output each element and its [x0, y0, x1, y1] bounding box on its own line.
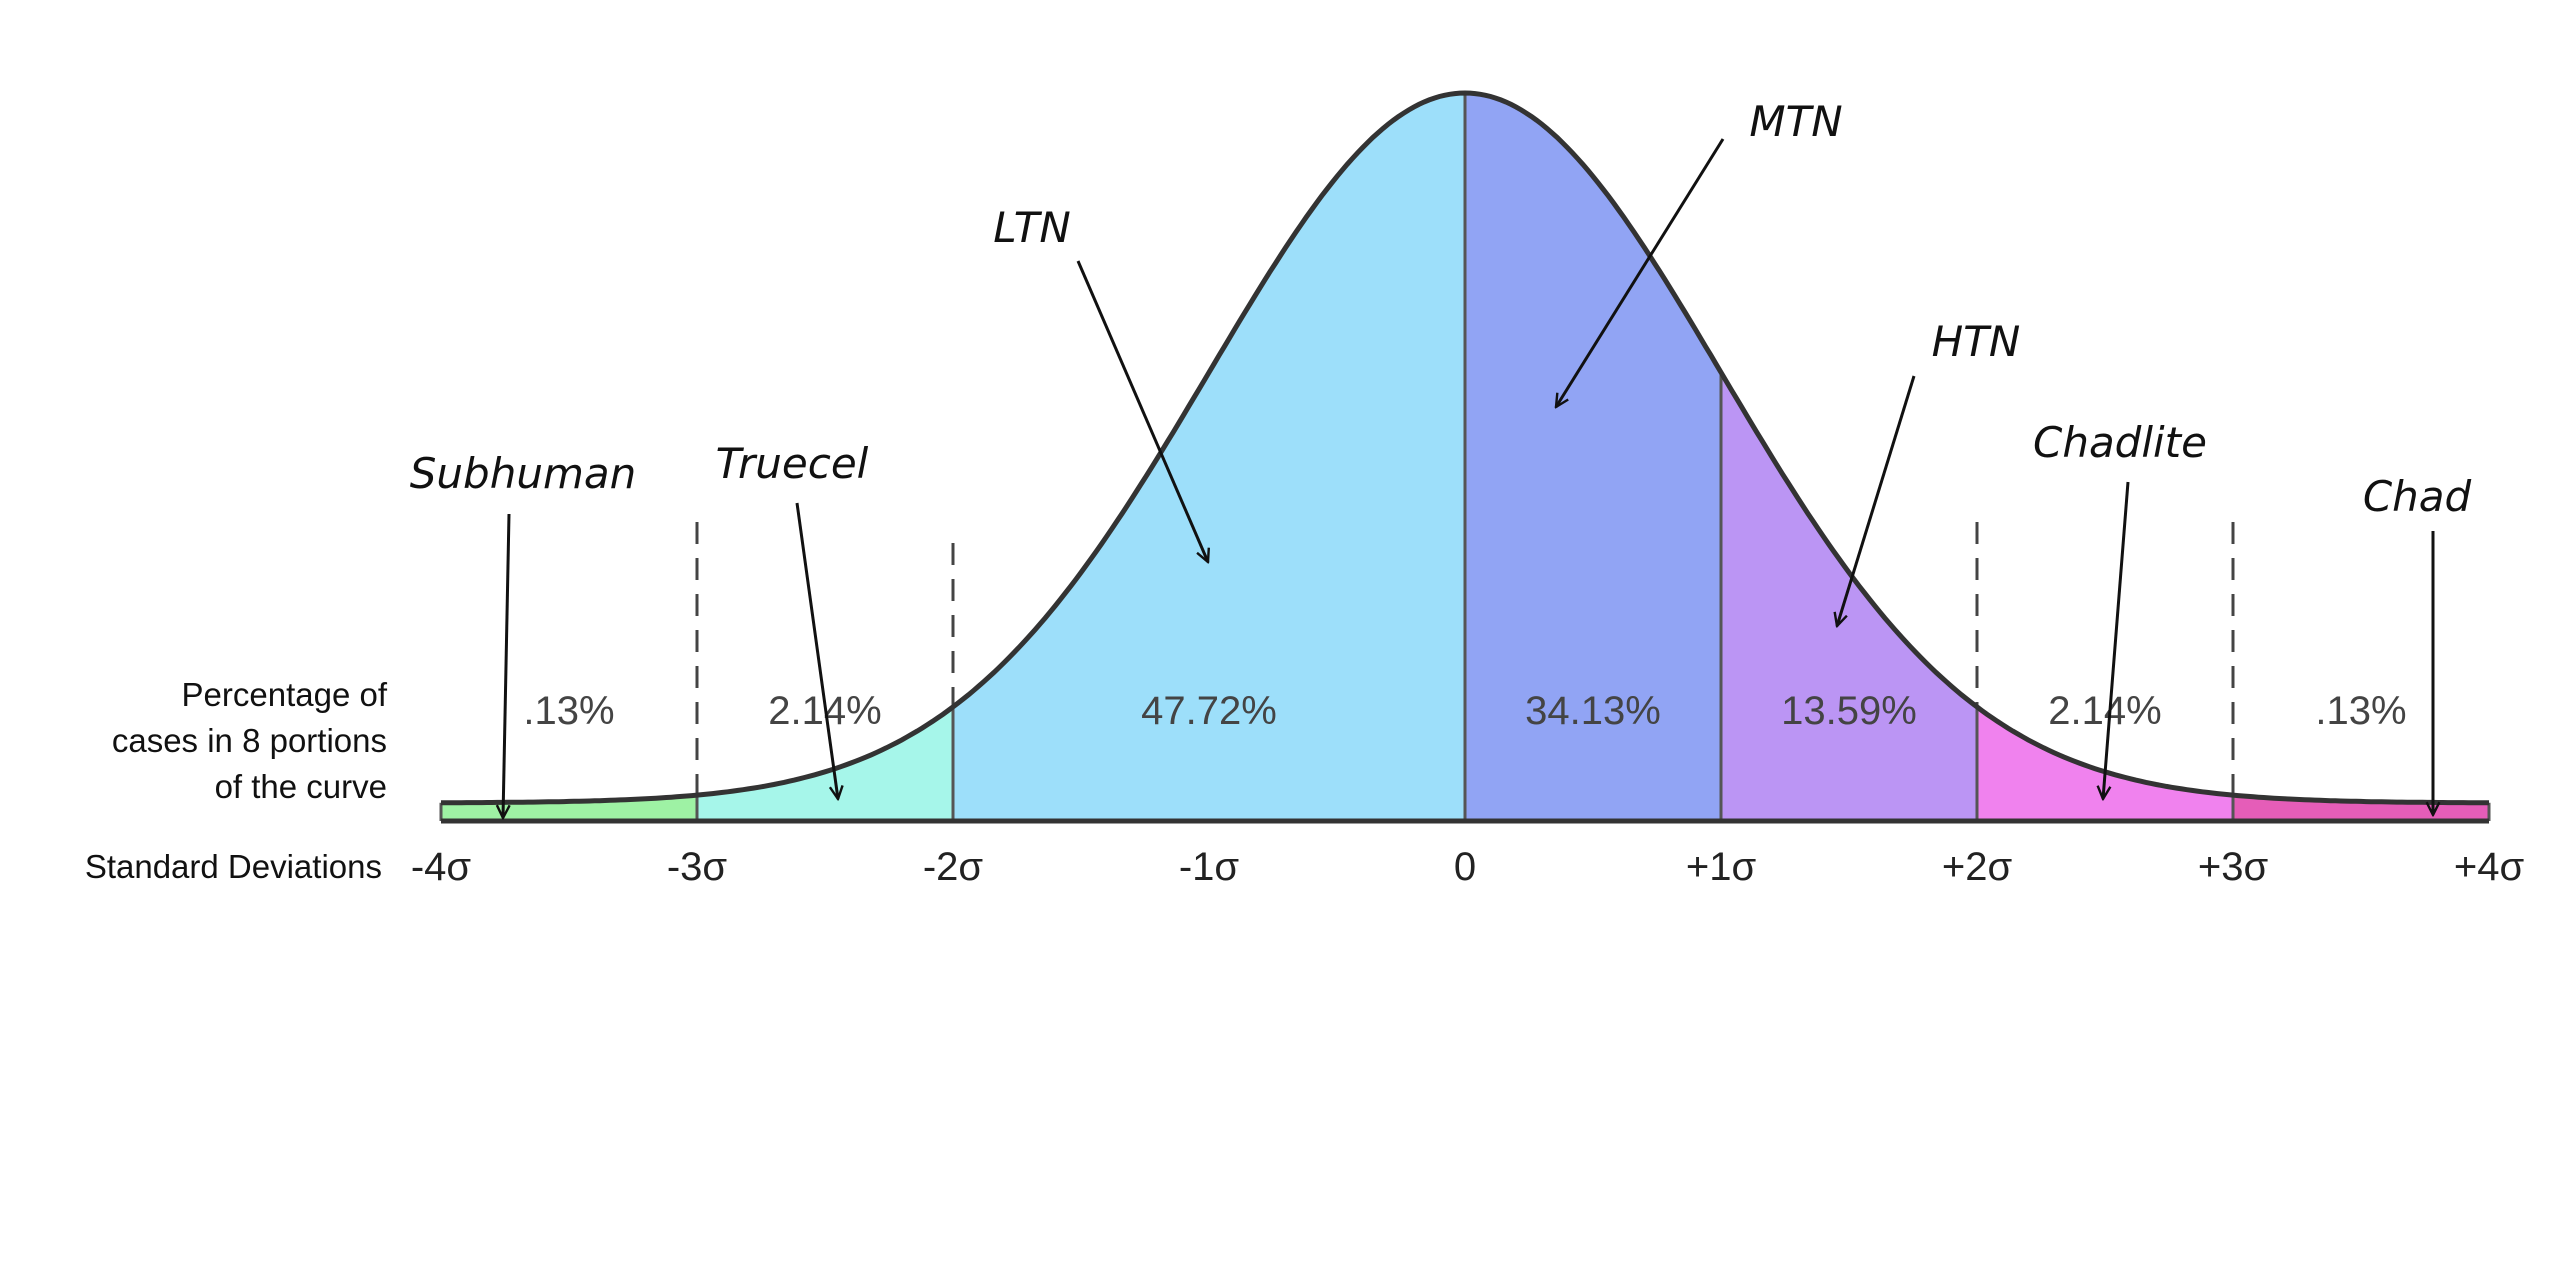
- segment-fill-2: [953, 93, 1465, 821]
- x-tick-label: 0: [1454, 845, 1476, 889]
- bell-curve: [440, 90, 2490, 806]
- x-tick-label: +4σ: [2454, 845, 2525, 889]
- ylabel-line-1: Percentage of: [182, 676, 388, 713]
- annotation-label: Subhuman: [410, 449, 636, 498]
- segment-percentage-label: .13%: [2315, 689, 2406, 733]
- segment-percentage-label: 47.72%: [1141, 689, 1277, 733]
- x-tick-label: -3σ: [667, 845, 728, 889]
- annotation-arrow: [795, 502, 838, 799]
- segment-percentage-label: 34.13%: [1525, 689, 1661, 733]
- annotation-arrow: [2103, 481, 2130, 799]
- x-tick-label: -4σ: [411, 845, 472, 889]
- segment-fill-5: [1977, 706, 2233, 821]
- segment-percentage-label: 2.14%: [2048, 689, 2161, 733]
- segment-fill-3: [1465, 93, 1721, 821]
- annotation-arrow: [1076, 260, 1208, 562]
- annotation-arrow: [1837, 375, 1916, 626]
- annotation-arrow: [503, 513, 509, 818]
- x-tick-label: +2σ: [1942, 845, 2013, 889]
- xlabel: Standard Deviations: [85, 848, 382, 885]
- segment-percentage-label: .13%: [523, 689, 614, 733]
- ylabel-line-3: of the curve: [215, 768, 387, 805]
- x-tick-label: +1σ: [1686, 845, 1757, 889]
- x-tick-label: +3σ: [2198, 845, 2269, 889]
- annotation-label: Chad: [2363, 472, 2472, 521]
- segment-percentage-label: 13.59%: [1781, 689, 1917, 733]
- annotation-arrow: [1556, 138, 1725, 407]
- x-tick-label: -1σ: [1179, 845, 1240, 889]
- annotation-label: LTN: [993, 203, 1071, 252]
- annotation-label: Truecel: [716, 439, 869, 488]
- annotation-label: MTN: [1749, 97, 1842, 146]
- segment-fill-1: [697, 706, 953, 821]
- ylabel-line-2: cases in 8 portions: [112, 722, 387, 759]
- annotation-label: Chadlite: [2033, 418, 2207, 467]
- segment-fill-4: [1721, 372, 1977, 821]
- x-tick-label: -2σ: [923, 845, 984, 889]
- annotation-label: HTN: [1932, 317, 2021, 366]
